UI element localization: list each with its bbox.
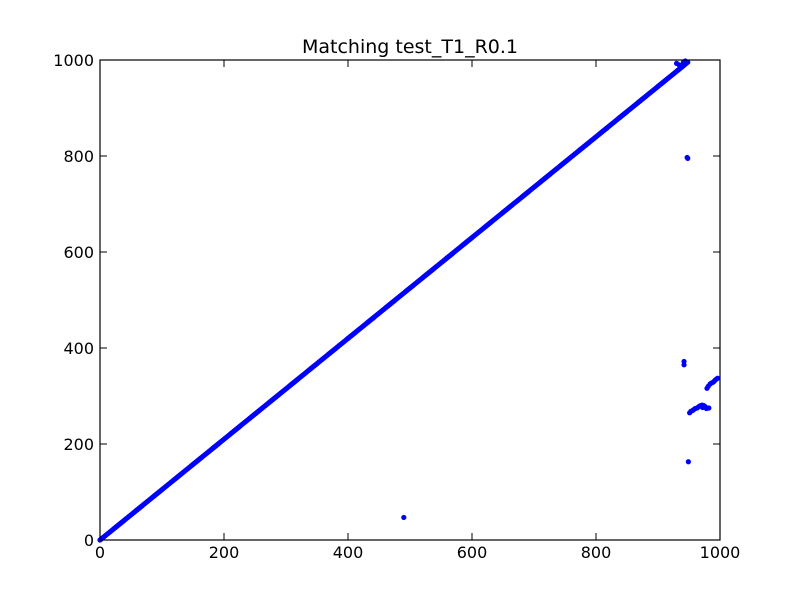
data-point: [681, 362, 687, 368]
data-point: [682, 58, 688, 64]
y-tick-label: 200: [63, 435, 94, 454]
x-tick-label: 600: [457, 543, 488, 562]
x-tick-label: 800: [581, 543, 612, 562]
chart-title: Matching test_T1_R0.1: [302, 36, 518, 58]
data-point: [706, 405, 712, 411]
x-tick-label: 1000: [700, 543, 741, 562]
data-point: [685, 155, 691, 161]
y-tick-label: 400: [63, 339, 94, 358]
x-tick-label: 200: [209, 543, 240, 562]
data-point: [401, 514, 407, 521]
data-points: [97, 58, 721, 543]
plot-frame: [99, 59, 721, 541]
axis-ticks: 0 200 400 600 800 1000 0 200 400 600 800 1000: [53, 51, 740, 562]
x-tick-label: 0: [95, 543, 105, 562]
y-tick-label: 600: [63, 243, 94, 262]
y-tick-label: 0: [84, 531, 94, 550]
data-point: [685, 459, 691, 465]
data-point: [714, 375, 721, 381]
y-tick-label: 800: [63, 147, 94, 166]
y-tick-label: 1000: [53, 51, 94, 70]
data-point: [678, 63, 685, 69]
x-tick-label: 400: [333, 543, 364, 562]
